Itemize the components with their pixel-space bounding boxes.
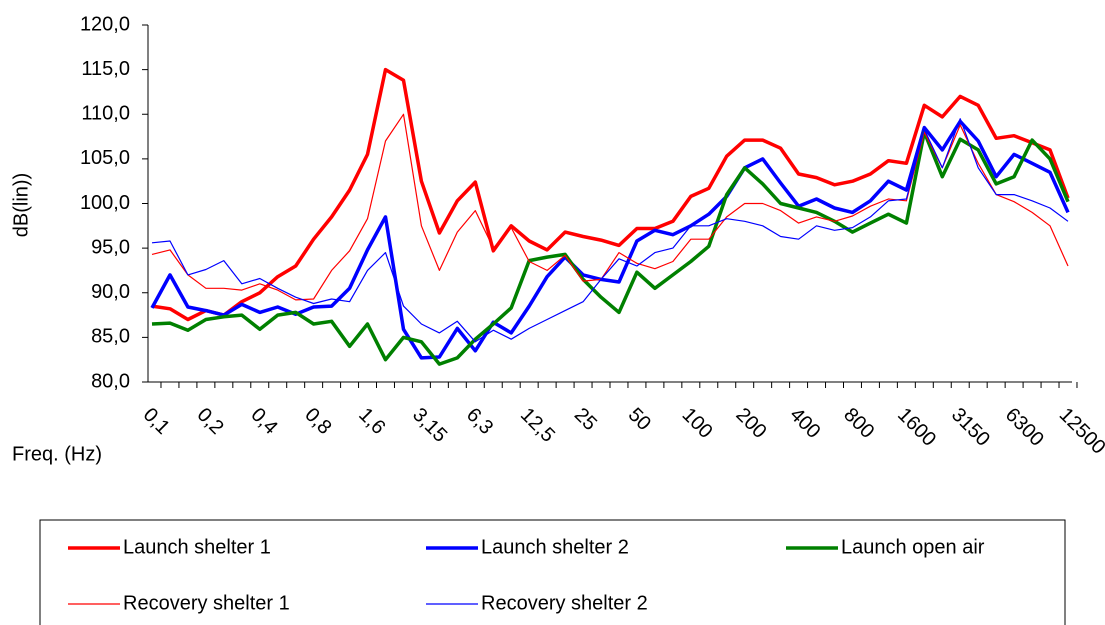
- y-tick-label: 90,0: [91, 281, 130, 303]
- x-tick-label: 400: [785, 404, 824, 443]
- x-tick-label: 12,5: [516, 404, 559, 447]
- x-axis-title: Freq. (Hz): [12, 443, 102, 465]
- x-tick-label: 200: [731, 404, 770, 443]
- legend-box: [39, 519, 1066, 625]
- legend-label: Launch shelter 2: [481, 536, 629, 558]
- y-tick-label: 105,0: [80, 147, 130, 169]
- x-tick-label: 25: [570, 404, 601, 435]
- x-tick-label: 0,1: [139, 404, 174, 439]
- x-tick-label: 6300: [1001, 404, 1048, 451]
- x-tick-label: 100: [678, 404, 717, 443]
- x-tick-label: 1600: [893, 404, 940, 451]
- legend-label: Launch shelter 1: [123, 536, 271, 558]
- series-line: [151, 130, 1070, 366]
- x-tick-label: 3150: [947, 404, 994, 451]
- legend-label: Recovery shelter 2: [481, 592, 648, 614]
- series-line: [151, 67, 1070, 322]
- x-tick-label: 50: [624, 404, 655, 435]
- series-line: [151, 118, 1069, 343]
- y-tick-label: 100,0: [80, 192, 130, 214]
- series-line: [150, 119, 1070, 360]
- x-tick-label: 800: [839, 404, 878, 443]
- x-tick-label: 1,6: [354, 404, 389, 439]
- y-tick-label: 120,0: [80, 13, 130, 35]
- x-tick-label: 0,4: [246, 404, 281, 439]
- y-tick-label: 110,0: [81, 103, 130, 125]
- x-tick-label: 12500: [1055, 404, 1105, 459]
- x-tick-label: 3,15: [408, 404, 451, 447]
- y-axis-title: dB(lin)): [10, 173, 32, 237]
- y-tick-label: 95,0: [91, 236, 130, 258]
- x-tick-label: 0,2: [193, 404, 228, 439]
- y-tick-label: 80,0: [91, 370, 130, 392]
- y-tick-label: 85,0: [91, 326, 130, 348]
- x-tick-label: 0,8: [300, 404, 335, 439]
- legend-label: Recovery shelter 1: [123, 592, 290, 614]
- x-tick-label: 6,3: [462, 404, 497, 439]
- y-tick-label: 115,0: [81, 58, 130, 80]
- legend-label: Launch open air: [841, 536, 985, 558]
